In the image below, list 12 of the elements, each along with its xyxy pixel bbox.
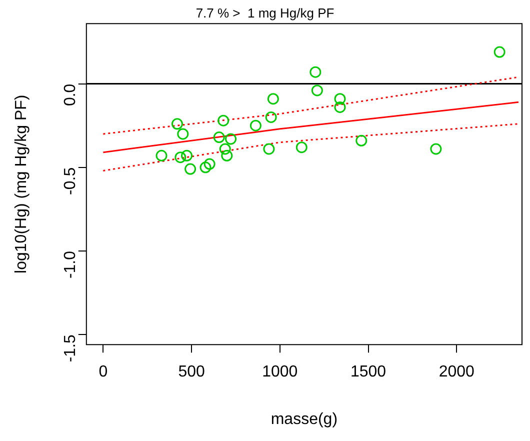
y-tick-label: -1.5 (62, 334, 79, 362)
x-tick-label: 2000 (438, 364, 475, 381)
y-axis-title: log10(Hg) (mg Hg/kg PF) (13, 94, 30, 274)
x-tick-label: 1500 (350, 364, 386, 381)
y-tick-label: -0.5 (62, 167, 79, 195)
x-tick-label: 1000 (262, 364, 298, 381)
x-tick-label: 0 (98, 364, 108, 381)
y-tick-label: -1.0 (62, 250, 79, 279)
x-axis-title: masse(g) (270, 410, 338, 428)
x-tick-label: 500 (178, 364, 205, 381)
chart-title: 7.7 % > 1 mg Hg/kg PF (196, 5, 334, 20)
y-tick-label: 0.0 (62, 84, 79, 106)
